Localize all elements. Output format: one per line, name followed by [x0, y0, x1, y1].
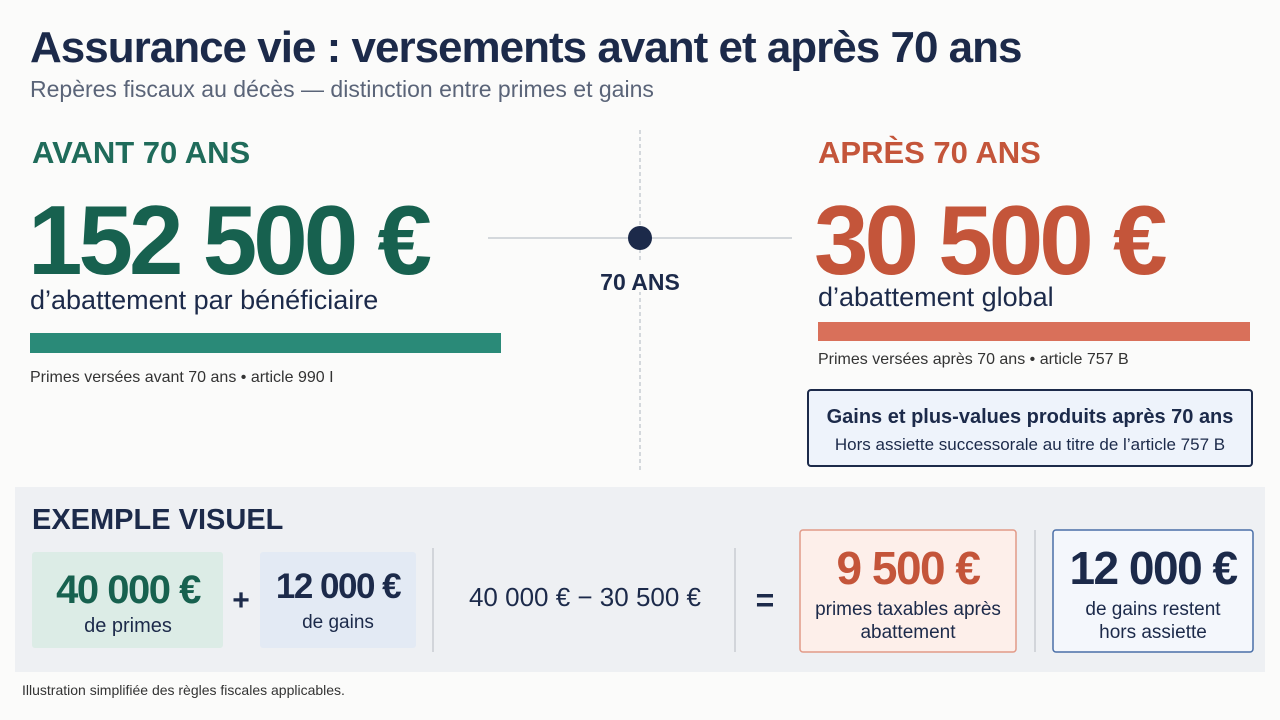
after-heading: APRÈS 70 ANS: [818, 135, 1041, 170]
timeline-label: 70 ANS: [600, 269, 680, 295]
gains-amount: 12 000 €: [276, 567, 401, 606]
after-amount: 30 500 €: [814, 185, 1166, 295]
label-bg: [590, 262, 690, 292]
before-heading: AVANT 70 ANS: [32, 135, 250, 170]
gains-box: [260, 552, 416, 648]
after-caption: Primes versées après 70 ans • article 75…: [818, 351, 1129, 368]
premiums-box: [32, 552, 223, 648]
before-bar: [30, 333, 501, 353]
excluded-line: hors assiette: [1099, 622, 1207, 643]
note-text: Hors assiette successorale au titre de l…: [835, 435, 1225, 454]
gains-label: de gains: [302, 612, 374, 633]
footer-note: Illustration simplifiée des règles fisca…: [22, 682, 345, 698]
before-caption: Primes versées avant 70 ans • article 99…: [30, 369, 334, 386]
timeline-dot: [628, 226, 652, 250]
after-description: d’abattement global: [818, 282, 1054, 312]
premiums-amount: 40 000 €: [56, 568, 201, 612]
excluded-line: de gains restent: [1085, 599, 1221, 620]
title: Assurance vie : versements avant et aprè…: [30, 23, 1021, 72]
before-amount: 152 500 €: [28, 185, 430, 295]
note-title: Gains et plus-values produits après 70 a…: [827, 406, 1234, 428]
excluded-amount: 12 000 €: [1069, 542, 1237, 594]
example-heading: EXEMPLE VISUEL: [32, 504, 283, 536]
equals: =: [756, 582, 775, 618]
taxable-amount: 9 500 €: [837, 542, 981, 594]
taxable-line: abattement: [860, 622, 956, 643]
premiums-label: de primes: [84, 615, 172, 637]
after-bar: [818, 322, 1250, 341]
note-box: [807, 389, 1253, 467]
calculation: 40 000 € − 30 500 €: [469, 582, 702, 612]
taxable-line: primes taxables après: [815, 599, 1001, 620]
plus: +: [232, 584, 250, 617]
taxable-box: [799, 529, 1017, 653]
subtitle: Repères fiscaux au décès — distinction e…: [30, 76, 654, 102]
excluded-box: [1052, 529, 1254, 653]
before-description: d’abattement par bénéficiaire: [30, 285, 378, 315]
